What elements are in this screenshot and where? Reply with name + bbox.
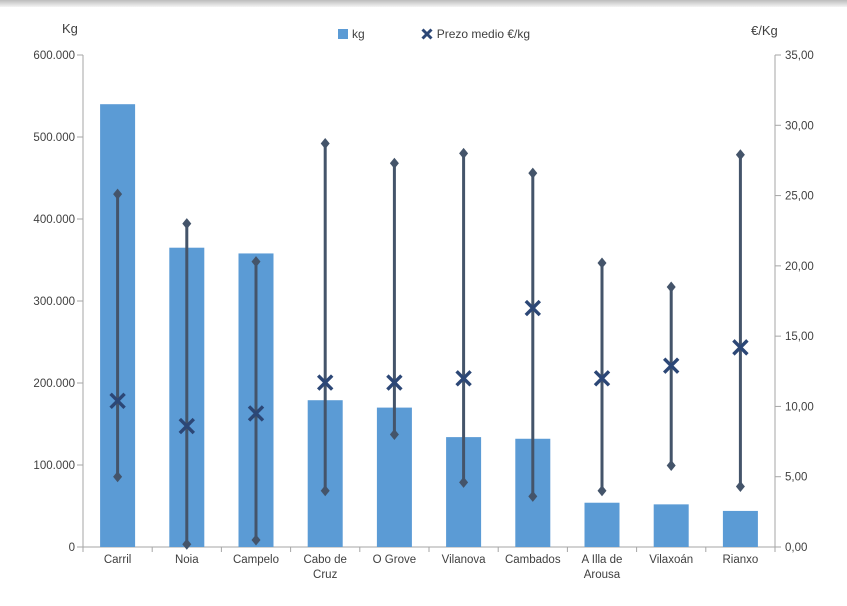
right-axis-tick-label: 0,00 [785, 542, 807, 554]
price-min-diamond-2 [251, 534, 261, 546]
price-max-diamond-1 [182, 218, 192, 230]
right-axis-tick-label: 20,00 [785, 261, 814, 273]
price-min-diamond-5 [459, 476, 469, 488]
bar-series-swatch-icon [338, 29, 348, 39]
legend-item-kg[interactable]: kg [338, 27, 365, 41]
right-axis-tick-label: 30,00 [785, 120, 814, 132]
price-max-diamond-4 [389, 157, 399, 169]
price-mean-x-marker-3[interactable] [316, 374, 334, 391]
x-marker-icon [421, 28, 433, 40]
price-mean-x-marker-2[interactable] [247, 405, 265, 422]
price-max-diamond-2 [251, 256, 261, 268]
left-axis-tick-label: 0 [69, 542, 75, 554]
price-min-diamond-0 [113, 471, 123, 483]
price-mean-x-marker-4[interactable] [386, 374, 403, 391]
legend: kg Prezo medio €/kg [338, 27, 530, 41]
price-min-diamond-8 [666, 459, 676, 471]
price-max-diamond-3 [320, 138, 330, 150]
price-min-diamond-1 [182, 538, 192, 550]
price-mean-x-marker-9[interactable] [732, 339, 749, 356]
legend-label-kg: kg [352, 27, 365, 41]
bar-9[interactable] [722, 510, 758, 547]
bar-8[interactable] [653, 504, 689, 547]
price-max-diamond-7 [597, 257, 607, 269]
legend-item-prezo-medio[interactable]: Prezo medio €/kg [421, 27, 530, 41]
price-min-diamond-6 [528, 490, 538, 502]
window-top-edge [0, 0, 847, 7]
price-max-diamond-0 [113, 188, 123, 200]
price-mean-x-marker-5[interactable] [455, 370, 472, 387]
left-axis-tick-label: 300.000 [33, 296, 75, 308]
price-mean-x-marker-6[interactable] [524, 299, 542, 317]
price-max-diamond-9 [735, 149, 745, 161]
left-axis-tick-label: 100.000 [33, 460, 75, 472]
legend-label-prezo-medio: Prezo medio €/kg [436, 27, 531, 41]
left-axis-tick-label: 500.000 [33, 132, 75, 144]
right-axis-tick-label: 15,00 [785, 331, 814, 343]
price-mean-x-marker-1[interactable] [178, 417, 196, 435]
price-mean-x-marker-8[interactable] [662, 357, 680, 374]
bar-7[interactable] [584, 502, 620, 547]
price-min-diamond-3 [320, 485, 330, 497]
left-axis-title: Kg [62, 21, 78, 36]
right-axis-tick-label: 25,00 [785, 191, 814, 203]
price-max-diamond-5 [459, 147, 469, 159]
price-min-diamond-9 [735, 481, 745, 493]
right-axis-tick-label: 10,00 [785, 401, 814, 413]
price-mean-x-marker-0[interactable] [109, 392, 126, 410]
price-max-diamond-8 [666, 281, 676, 293]
left-axis-tick-label: 200.000 [33, 378, 75, 390]
price-min-diamond-4 [389, 429, 399, 441]
left-axis-tick-label: 600.000 [33, 50, 75, 62]
price-mean-x-marker-7[interactable] [593, 370, 611, 387]
right-axis-tick-label: 5,00 [785, 472, 807, 484]
left-axis-tick-label: 400.000 [33, 214, 75, 226]
right-axis-title: €/Kg [751, 23, 778, 38]
right-axis-tick-label: 35,00 [785, 50, 814, 62]
price-max-diamond-6 [528, 167, 538, 179]
price-min-diamond-7 [597, 485, 607, 497]
